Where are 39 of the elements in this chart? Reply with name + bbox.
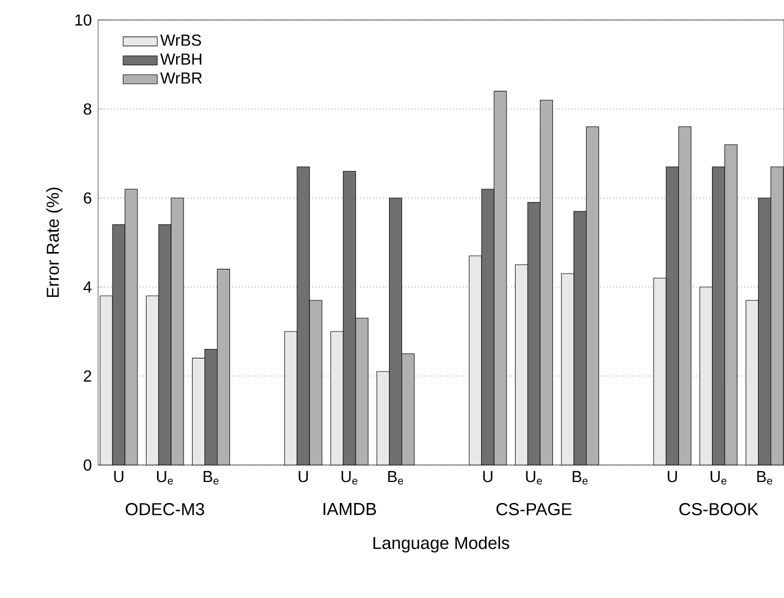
text: IAMDB [324, 503, 376, 515]
x-tick-label: B$_{e}$ [204, 471, 219, 485]
x-tick-label: U$_{e}$ [157, 471, 173, 485]
bar [170, 198, 184, 466]
x-tick-label: U$_{e}$ [526, 471, 542, 485]
bar [494, 90, 507, 466]
text: CS-PAGE [496, 503, 572, 516]
bar [770, 166, 784, 466]
x-tick-label: B$_{e}$ [388, 471, 404, 485]
bar [355, 318, 368, 466]
x-tick-label: B$_{e}$ [572, 471, 588, 485]
x-tick-label: U [483, 471, 492, 482]
bar [540, 100, 553, 466]
text: ODEC-M3 [126, 503, 204, 516]
y-axis-title: Error Rate (%) [46, 188, 62, 297]
bar [124, 188, 138, 466]
y-tick-label: 0 [84, 459, 92, 471]
y-tick-label: 6 [84, 192, 92, 204]
bar [586, 126, 600, 466]
bar [309, 300, 322, 466]
y-tick-label: 8 [84, 103, 92, 115]
text: CS-BOOK [679, 503, 758, 516]
y-tick-label: 2 [84, 370, 92, 382]
legend-label: WrBS [160, 34, 201, 46]
x-tick-label: U$_{e}$ [710, 471, 726, 485]
bar [216, 268, 230, 466]
x-axis-title: Language Models [374, 536, 510, 553]
legend-label: WrBH [160, 54, 202, 65]
bar [402, 353, 415, 466]
y-tick-label: 4 [83, 281, 92, 292]
bar [724, 144, 738, 466]
x-tick-label: B$_{e}$ [757, 471, 772, 485]
bar [678, 126, 692, 466]
legend-label: WrBR [160, 72, 202, 84]
y-tick-label: 10 [75, 14, 92, 26]
x-tick-label: U [114, 471, 124, 482]
x-tick-label: U [298, 471, 308, 482]
x-tick-label: U [668, 471, 677, 482]
x-tick-label: U$_{e}$ [342, 471, 358, 485]
